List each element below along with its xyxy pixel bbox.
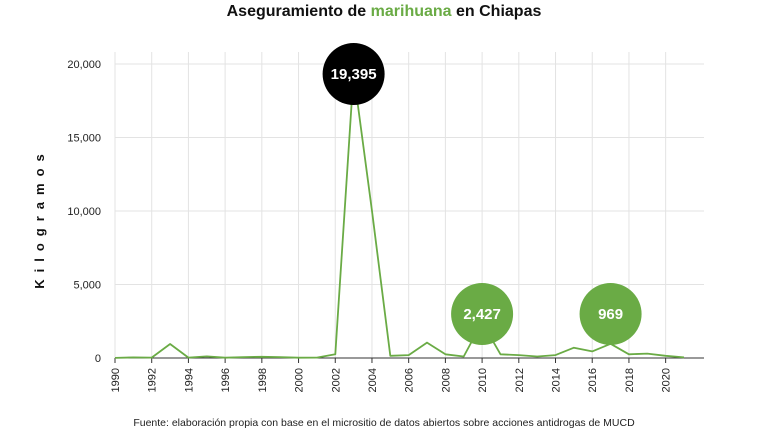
- y-tick-label: 20,000: [67, 59, 101, 71]
- series-line: [114, 72, 685, 359]
- x-tick-label: 1996: [220, 368, 232, 392]
- x-tick-label: 2018: [624, 368, 636, 392]
- annotation-label: 19,395: [331, 66, 377, 83]
- y-tick-label: 5,000: [73, 280, 101, 292]
- x-tick-label: 2020: [661, 368, 673, 392]
- y-axis-label: Kilogramos: [32, 147, 47, 289]
- annotation-bubble: [579, 283, 642, 345]
- x-tick-label: 2006: [404, 368, 416, 392]
- x-tick-label: 2004: [367, 368, 379, 392]
- title-part-3: en Chiapas: [452, 3, 542, 20]
- source-note: Fuente: elaboración propia con base en e…: [133, 417, 635, 429]
- y-tick-label: 0: [95, 353, 101, 365]
- x-tick-label: 2000: [294, 368, 306, 392]
- y-axis: 0 5,000 10,000 15,000 20,000: [67, 59, 101, 365]
- x-tick-label: 1998: [257, 368, 269, 392]
- x-tick-label: 2002: [330, 368, 342, 392]
- annotation-label: 969: [598, 306, 623, 323]
- annotation-bubble: [451, 283, 514, 345]
- grid: [114, 52, 704, 358]
- x-tick-label: 2008: [440, 368, 452, 392]
- annotation-bubble: [322, 43, 385, 105]
- x-tick-label: 2014: [551, 368, 563, 392]
- x-tick-label: 2010: [477, 368, 489, 392]
- x-tick-label: 2016: [587, 368, 599, 392]
- chart-title: Aseguramiento de marihuana en Chiapas: [227, 3, 542, 20]
- title-part-1: Aseguramiento de: [227, 3, 371, 20]
- x-axis: 1990 1992 1994 1996 1998 2000 2002 2004 2006 2008…: [110, 358, 673, 392]
- y-tick-label: 15,000: [67, 133, 101, 145]
- title-highlight: marihuana: [371, 3, 452, 20]
- annotation-label: 2,427: [463, 306, 501, 323]
- x-tick-label: 1994: [183, 368, 195, 392]
- y-tick-label: 10,000: [67, 206, 101, 218]
- annotations: 19,395 2,427 969: [322, 43, 642, 345]
- x-tick-label: 1992: [147, 368, 159, 392]
- x-tick-label: 1990: [110, 368, 122, 392]
- x-tick-label: 2012: [514, 368, 526, 392]
